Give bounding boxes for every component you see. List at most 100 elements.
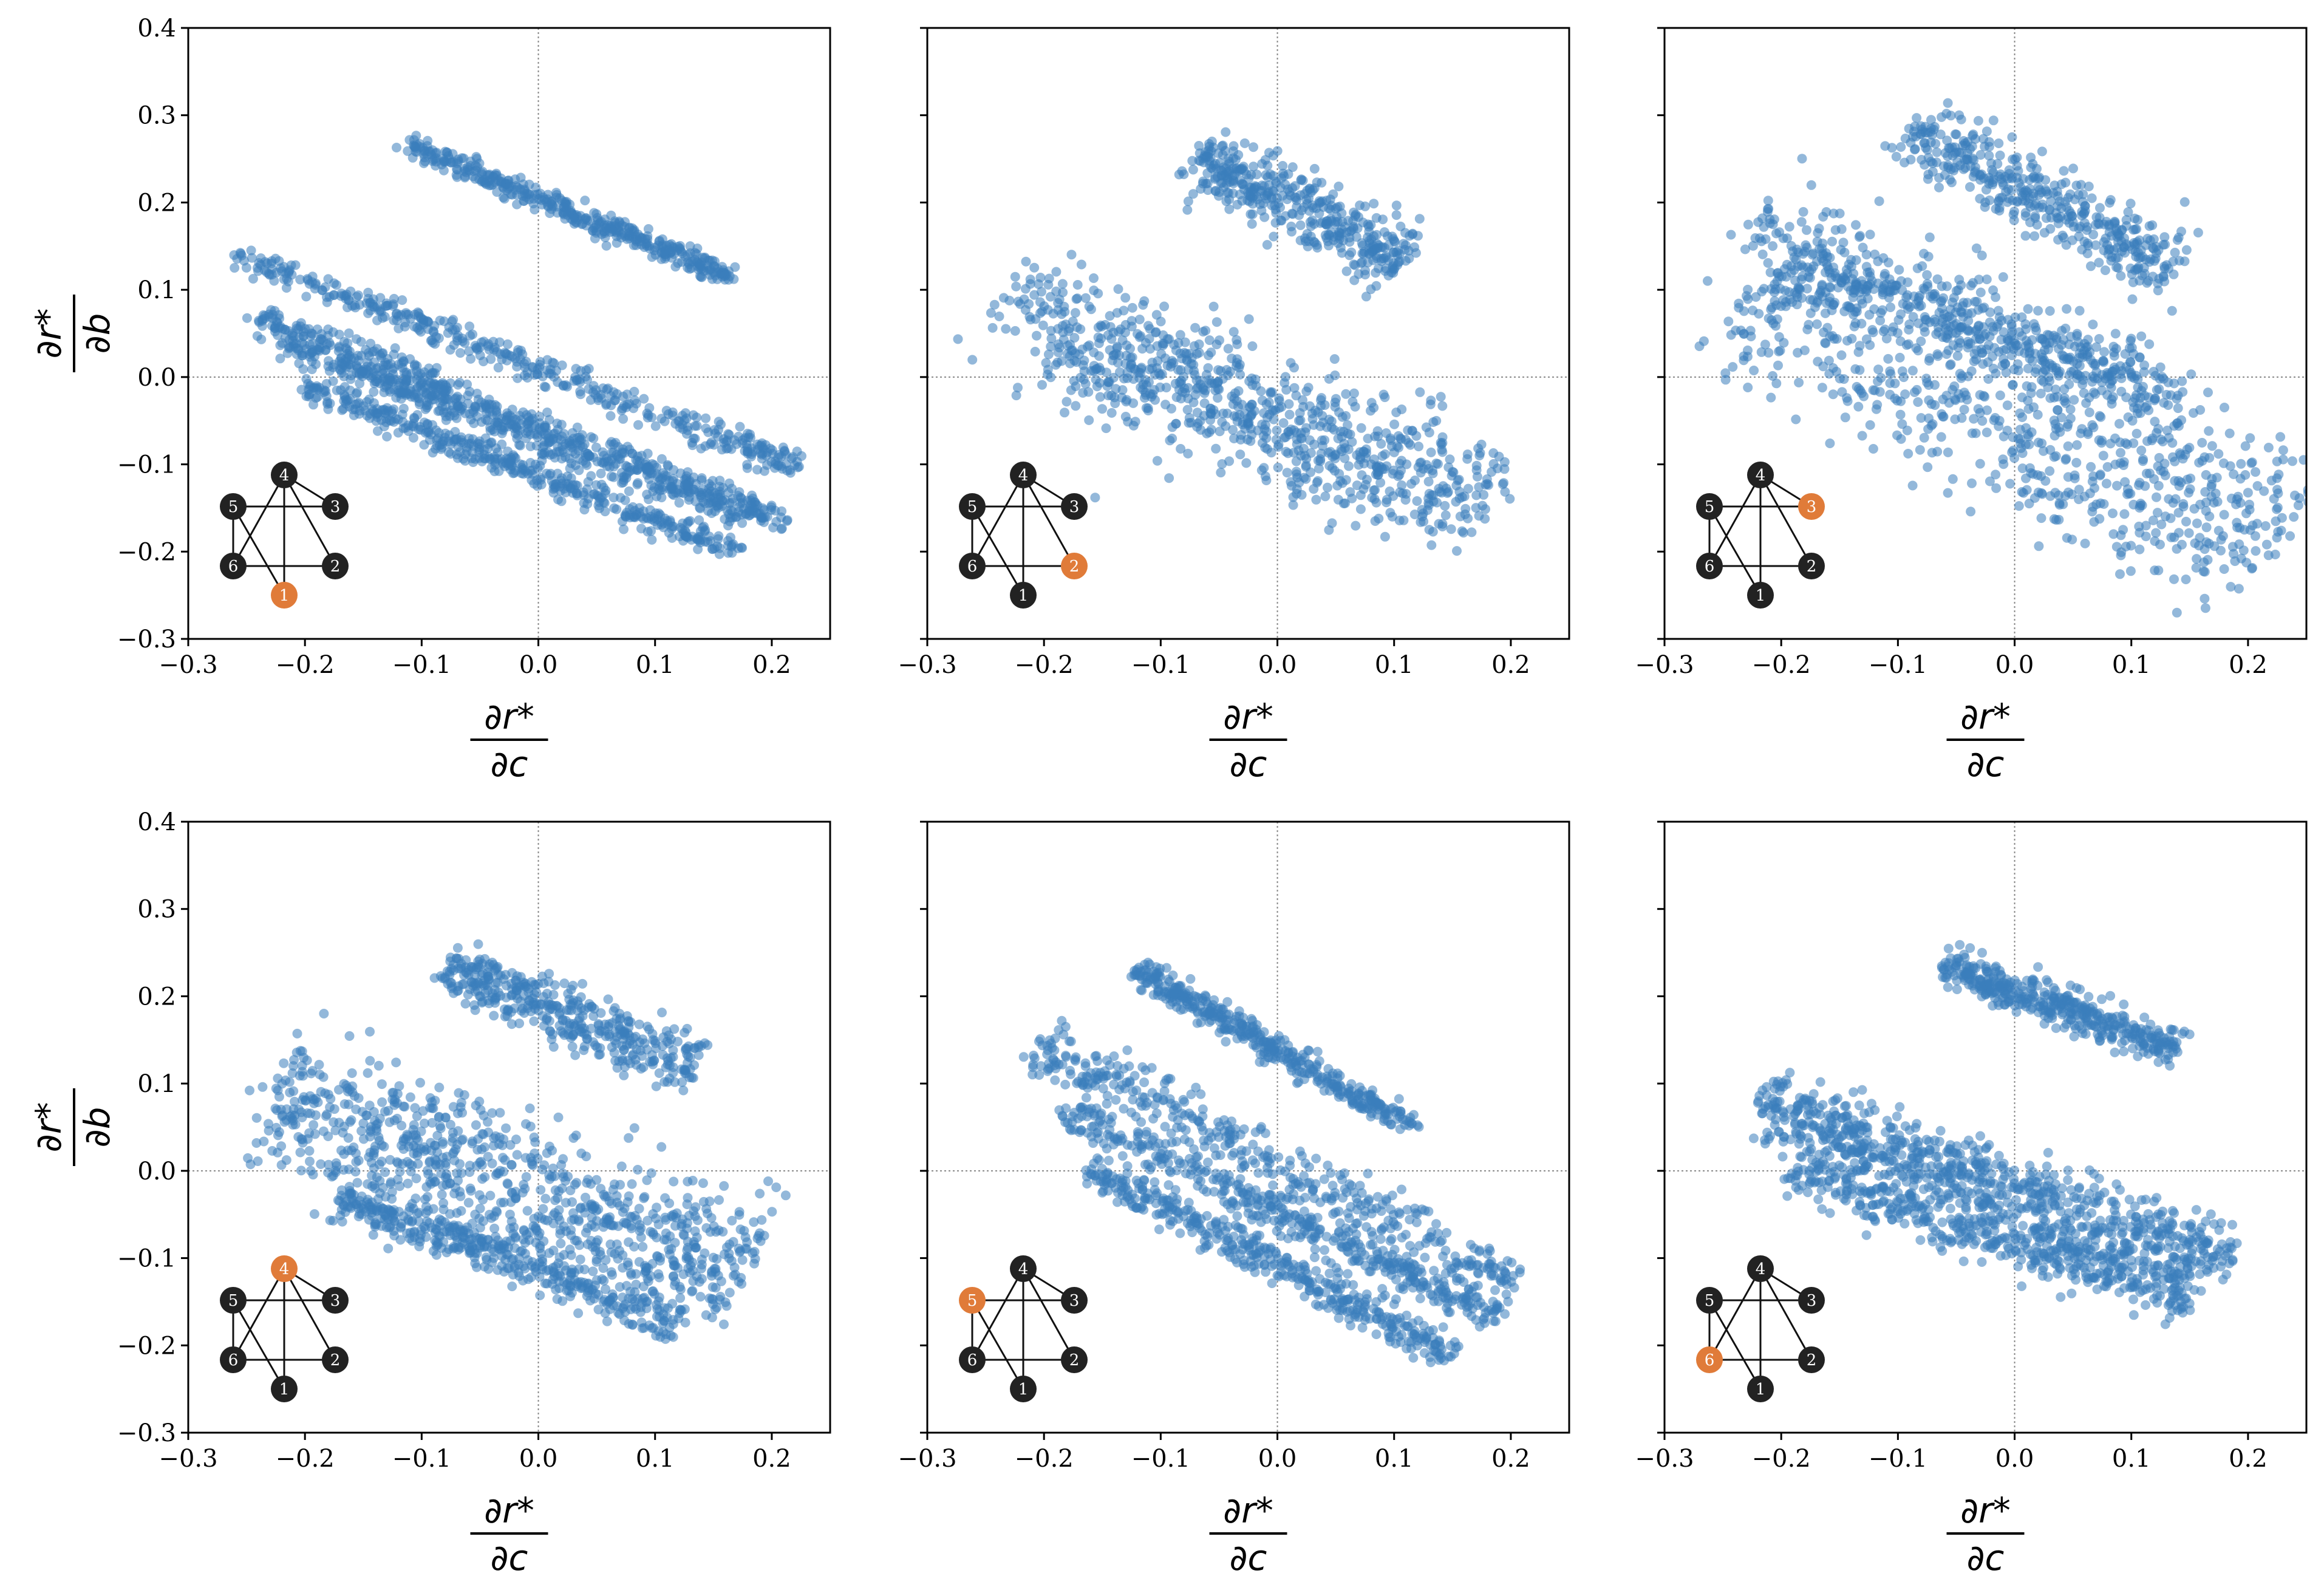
data-point [1306, 448, 1316, 458]
data-point [2172, 607, 2182, 618]
data-point [2030, 173, 2040, 183]
data-point [522, 419, 532, 429]
data-point [1013, 383, 1023, 393]
data-point [1349, 259, 1359, 270]
data-point [2086, 261, 2096, 271]
data-point [1915, 129, 1926, 139]
data-point [2045, 205, 2055, 215]
data-point [1221, 127, 1231, 137]
data-point [259, 313, 270, 324]
data-point [431, 425, 441, 435]
data-point [395, 378, 405, 388]
data-point [1031, 314, 1041, 324]
data-point [1930, 380, 1940, 390]
data-point [694, 515, 704, 525]
data-point [303, 275, 313, 285]
data-point [2204, 511, 2215, 522]
data-point [2131, 429, 2142, 438]
network-node-label: 1 [279, 587, 290, 605]
data-point [1989, 343, 2000, 353]
data-point [1179, 169, 1189, 179]
data-point [1035, 297, 1045, 307]
data-point [1021, 256, 1031, 267]
data-point [1079, 374, 1089, 384]
data-point [1968, 153, 1978, 163]
data-point [1128, 374, 1139, 384]
data-point [2084, 408, 2094, 417]
data-point [1805, 295, 1815, 305]
data-point [1868, 385, 1878, 395]
data-point [1054, 295, 1065, 305]
data-point [1748, 305, 1758, 316]
data-point [2167, 438, 2178, 448]
data-point [479, 356, 488, 367]
data-point [465, 156, 475, 166]
data-point [2189, 503, 2200, 514]
data-point [2112, 480, 2122, 491]
data-point [1079, 355, 1089, 366]
data-point [1117, 385, 1128, 395]
data-point [1431, 459, 1442, 468]
data-point [1221, 196, 1232, 206]
data-point [1943, 447, 1953, 457]
data-point [1112, 343, 1122, 353]
data-point [1886, 302, 1896, 312]
data-point [1053, 347, 1063, 358]
data-point [348, 404, 358, 415]
data-point [1847, 333, 1857, 344]
y-tick-label: 0.2 [137, 189, 176, 217]
data-point [2053, 405, 2063, 415]
data-point [752, 445, 763, 455]
data-point [1330, 370, 1340, 380]
data-point [2273, 488, 2283, 499]
data-point [2023, 431, 2034, 442]
data-point [2048, 188, 2059, 198]
data-point [723, 520, 733, 531]
data-point [1773, 360, 1783, 370]
data-point [1125, 363, 1136, 373]
data-point [2219, 564, 2229, 574]
data-point [1471, 460, 1482, 471]
data-point [1965, 182, 1975, 192]
data-point [428, 368, 438, 378]
data-point [285, 343, 295, 352]
data-point [607, 454, 617, 464]
data-point [1392, 441, 1402, 451]
data-point [1406, 479, 1416, 489]
data-point [501, 458, 511, 468]
data-point [1475, 448, 1485, 458]
y-tick-label: 0.1 [137, 276, 176, 304]
data-point [396, 310, 406, 320]
data-point [2120, 349, 2130, 359]
data-point [1228, 399, 1238, 409]
data-point [606, 400, 616, 411]
data-point [1383, 231, 1392, 241]
data-point [2207, 441, 2217, 451]
data-point [1970, 296, 1980, 307]
data-point [2240, 470, 2251, 480]
data-point [2166, 532, 2176, 542]
data-point [1397, 404, 1407, 414]
data-point [2125, 566, 2136, 576]
data-point [439, 157, 449, 167]
data-point [612, 238, 622, 248]
data-point [1347, 437, 1357, 447]
data-point [1977, 416, 1988, 426]
data-point [419, 440, 429, 450]
data-point [1371, 230, 1382, 240]
data-point [1770, 279, 1780, 290]
data-point [308, 400, 318, 410]
data-point [2229, 548, 2238, 559]
data-point [631, 398, 641, 409]
data-point [1360, 201, 1370, 211]
data-point [1151, 327, 1161, 337]
data-point [307, 329, 318, 339]
data-point [1237, 179, 1247, 189]
data-point [1414, 442, 1424, 452]
data-point [1393, 257, 1403, 267]
data-point [612, 504, 622, 514]
data-point [2149, 256, 2159, 266]
data-point [2179, 197, 2190, 207]
data-point [2271, 516, 2281, 527]
data-point [537, 199, 547, 210]
